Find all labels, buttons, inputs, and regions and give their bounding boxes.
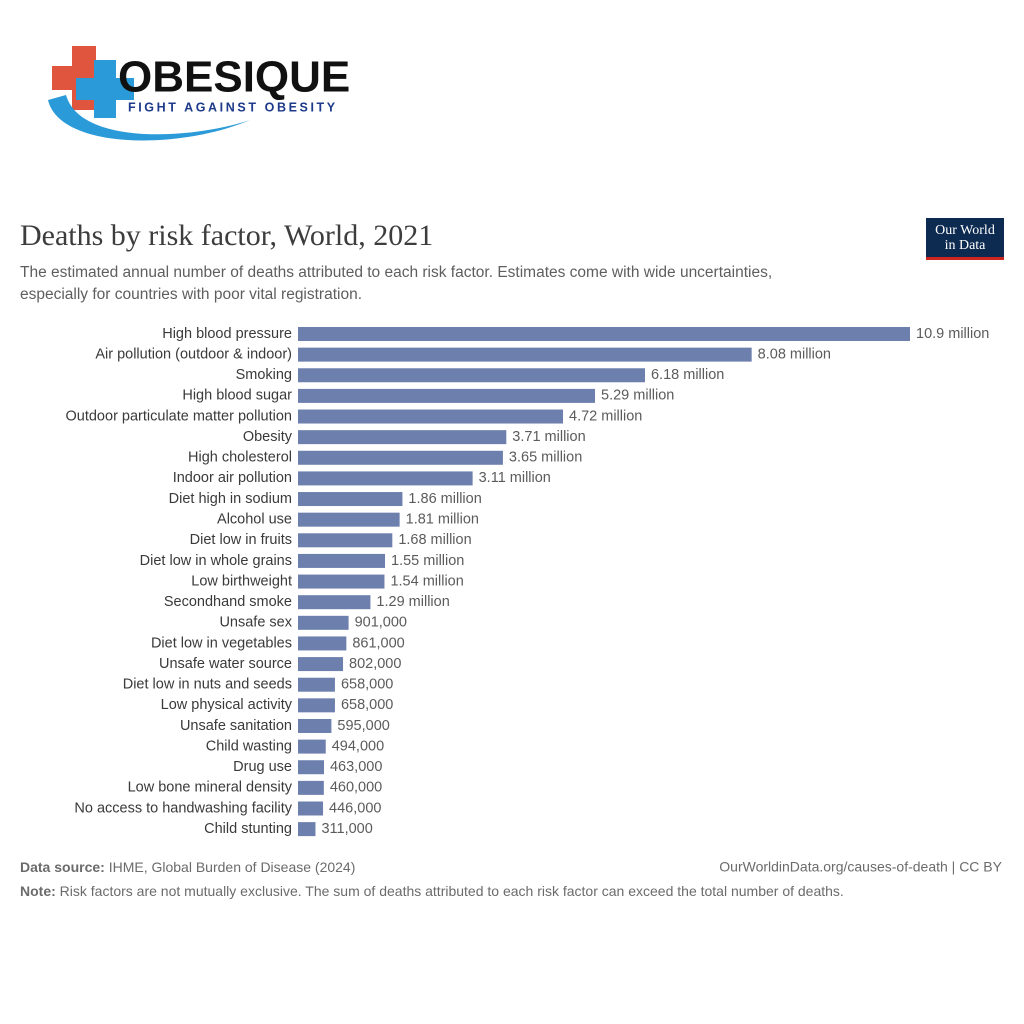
source-text: IHME, Global Burden of Disease (2024) <box>109 859 356 875</box>
bar <box>298 347 752 362</box>
value-label: 311,000 <box>321 821 372 837</box>
note-text: Risk factors are not mutually exclusive.… <box>60 883 844 899</box>
value-label: 1.55 million <box>391 553 464 569</box>
value-label: 460,000 <box>330 780 382 796</box>
bar <box>298 450 503 465</box>
category-label: Low bone mineral density <box>128 780 293 796</box>
category-label: Alcohol use <box>217 511 292 527</box>
category-label: Secondhand smoke <box>164 594 292 610</box>
bar <box>298 533 393 548</box>
category-label: Unsafe water source <box>159 656 292 672</box>
owid-logo <box>926 218 1004 260</box>
logo-cross-blue <box>76 60 134 118</box>
category-label: Indoor air pollution <box>173 470 292 486</box>
bar <box>298 615 349 630</box>
value-label: 6.18 million <box>651 367 724 383</box>
category-label: Unsafe sanitation <box>180 718 292 734</box>
value-label: 1.81 million <box>406 511 479 527</box>
value-label: 861,000 <box>352 635 404 651</box>
value-label: 802,000 <box>349 656 401 672</box>
bar <box>298 718 332 733</box>
bar <box>298 430 507 445</box>
value-label: 3.71 million <box>512 429 585 445</box>
bar <box>298 801 324 816</box>
chart-title: Deaths by risk factor, World, 2021 <box>20 219 433 252</box>
bar <box>298 822 316 837</box>
category-label: Child stunting <box>204 821 292 837</box>
category-label: Outdoor particulate matter pollution <box>66 408 293 424</box>
category-label: Diet low in vegetables <box>151 635 292 651</box>
category-label: Obesity <box>243 429 293 445</box>
bar <box>298 698 335 713</box>
value-label: 494,000 <box>332 738 384 754</box>
value-label: 1.86 million <box>408 491 481 507</box>
category-label: Child wasting <box>206 738 292 754</box>
value-label: 658,000 <box>341 697 393 713</box>
value-label: 3.65 million <box>509 450 582 466</box>
bar <box>298 574 385 589</box>
bar <box>298 760 324 775</box>
bar <box>298 595 371 610</box>
logo-swoosh <box>48 95 250 141</box>
bar <box>298 636 347 651</box>
category-label: High blood pressure <box>162 326 292 342</box>
value-label: 1.29 million <box>376 594 449 610</box>
value-label: 10.9 million <box>916 326 989 342</box>
note-label: Note: <box>20 883 56 899</box>
category-label: Air pollution (outdoor & indoor) <box>95 346 292 362</box>
bar <box>298 657 344 672</box>
value-label: 446,000 <box>329 800 381 816</box>
logo-tagline: FIGHT AGAINST OBESITY <box>128 100 338 114</box>
value-label: 3.11 million <box>479 470 551 486</box>
logo-name: OBESIQUE <box>118 53 350 102</box>
bar <box>298 512 400 527</box>
value-label: 463,000 <box>330 759 382 775</box>
category-label: Drug use <box>233 759 292 775</box>
bar <box>298 409 564 424</box>
category-label: Smoking <box>236 367 292 383</box>
bars: High blood pressure 10.9 million Air pollu… <box>66 326 990 837</box>
owid-logo-stripe <box>926 257 1004 260</box>
value-label: 1.68 million <box>398 532 471 548</box>
bar <box>298 388 596 403</box>
bar <box>298 739 326 754</box>
source-label: Data source: <box>20 859 105 875</box>
subtitle: The estimated annual number of deaths at… <box>20 264 772 281</box>
logo: OBESIQUE FIGHT AGAINST OBESITY <box>48 46 350 141</box>
bar <box>298 327 910 341</box>
category-label: Diet high in sodium <box>169 491 292 507</box>
owid-logo-text: Our World <box>935 223 995 238</box>
value-label: 595,000 <box>337 718 389 734</box>
value-label: 8.08 million <box>758 346 831 362</box>
category-label: No access to handwashing facility <box>74 800 292 816</box>
owid-logo-text: in Data <box>945 238 987 253</box>
category-label: Diet low in fruits <box>190 532 292 548</box>
category-label: Diet low in nuts and seeds <box>123 677 292 693</box>
source: Data source: IHME, Global Burden of Dise… <box>20 859 355 875</box>
category-label: Low physical activity <box>161 697 293 713</box>
category-label: Unsafe sex <box>219 615 292 631</box>
value-label: 5.29 million <box>601 388 674 404</box>
bar <box>298 677 335 692</box>
bar <box>298 471 473 486</box>
value-label: 901,000 <box>355 615 407 631</box>
bar <box>298 368 645 383</box>
note: Note: Risk factors are not mutually excl… <box>20 883 844 899</box>
bar <box>298 780 324 795</box>
subtitle: especially for countries with poor vital… <box>20 286 362 303</box>
bar <box>298 492 403 507</box>
value-label: 4.72 million <box>569 408 642 424</box>
value-label: 658,000 <box>341 677 393 693</box>
url: OurWorldinData.org/causes-of-death | CC … <box>719 859 1002 875</box>
category-label: High blood sugar <box>182 388 292 404</box>
value-label: 1.54 million <box>390 573 463 589</box>
category-label: High cholesterol <box>188 450 292 466</box>
category-label: Low birthweight <box>191 573 292 589</box>
category-label: Diet low in whole grains <box>140 553 292 569</box>
bar <box>298 553 386 568</box>
